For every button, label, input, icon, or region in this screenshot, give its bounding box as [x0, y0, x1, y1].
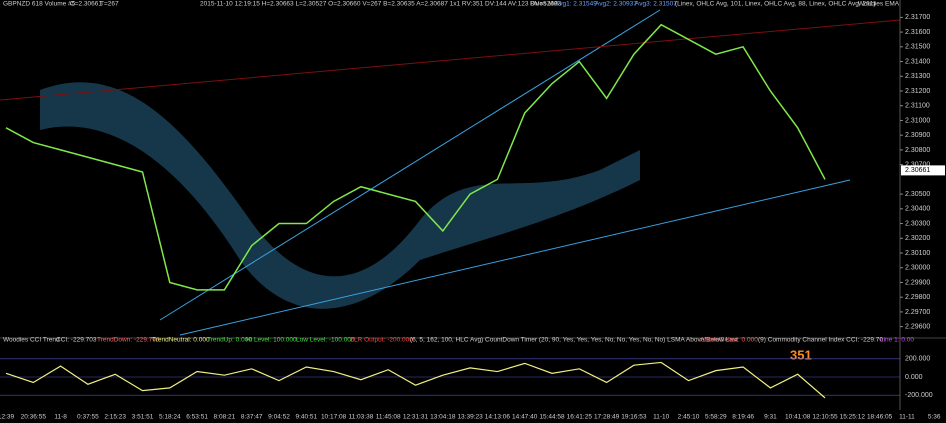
- y-tick-label: 2.30200: [905, 235, 930, 242]
- y-tick-label: 2.29800: [905, 294, 930, 301]
- y-tick-label: 2.31400: [905, 58, 930, 65]
- countdown: 351: [790, 347, 812, 362]
- hi-level: Hi Level: 100.000: [246, 337, 297, 344]
- ma-line: [0, 19, 901, 101]
- close: C=2.30661: [70, 1, 102, 8]
- x-tick-label: 15:25:12: [840, 414, 866, 421]
- avg: Avg2: 2.30937: [595, 1, 637, 8]
- y-tick-label: 2.31200: [905, 88, 930, 95]
- y-tick-label: 2.31600: [905, 29, 930, 36]
- ma-band: [40, 82, 640, 309]
- x-tick-label: 11:45:08: [376, 414, 401, 421]
- y-tick-label: 2.29900: [905, 279, 930, 286]
- low-level: Low Level: -100.000: [296, 337, 355, 344]
- x-tick-label: 2:15:23: [104, 414, 126, 421]
- x-tick-label: 13:04:18: [430, 414, 456, 421]
- cci-line: [5, 361, 826, 399]
- y-tick-label: 2.31100: [905, 103, 930, 110]
- y-tick-label: 2.31700: [905, 14, 930, 21]
- x-tick-label: 0:37:55: [77, 414, 99, 421]
- x-tick-label: 8:08:21: [214, 414, 236, 421]
- x-tick-label: 11:03:38: [348, 414, 373, 421]
- y-tick-label: 2.30800: [905, 147, 930, 154]
- y-tick-label: 2.31300: [905, 73, 930, 80]
- cci-name: Woodies CCI Trend: [3, 337, 60, 344]
- y-tick-label: 2.31500: [905, 44, 930, 51]
- y-tick-label: 0.000: [905, 374, 923, 381]
- x-tick-label: 11-10: [653, 414, 670, 421]
- x-tick-label: 19:16:53: [621, 414, 647, 421]
- x-tick-label: 9:04:52: [268, 414, 290, 421]
- y-tick-label: 2.30000: [905, 265, 930, 272]
- trend-down: TrendDown: -229.703: [97, 337, 160, 344]
- y-tick-label: 2.29700: [905, 309, 930, 316]
- x-tick-label: 2:45:10: [678, 414, 700, 421]
- ma-params: (Linex, OHLC Avg, 101, Linex, OHLC Avg, …: [675, 1, 876, 8]
- x-tick-label: 5:18:24: [159, 414, 181, 421]
- trend-up: TrendUp: 0.000: [207, 337, 252, 344]
- above-below: Above/Below: 0.000: [700, 337, 758, 344]
- line1: Line 1: 0.00: [880, 337, 914, 344]
- last-price-label: 2.30661: [905, 167, 930, 174]
- y-tick-label: -200.000: [905, 392, 933, 399]
- x-tick-label: 10:17:08: [321, 414, 347, 421]
- y-tick-label: 2.30300: [905, 220, 930, 227]
- last-price-box: [901, 165, 945, 176]
- y-tick-label: 200.000: [905, 356, 930, 363]
- x-tick-label: 14:13:06: [485, 414, 511, 421]
- trend-line: [179, 179, 851, 336]
- ticks: T=267: [100, 1, 119, 8]
- ema: Woodies EMA: [858, 1, 900, 8]
- zlr-output: ZLR Output: -200.000: [350, 337, 413, 344]
- x-tick-label: 9:40:51: [295, 414, 317, 421]
- x-tick-label: 12:39: [0, 414, 15, 421]
- cci-params: (6, 5, 162, 100, HLC Avg) CountDown Time…: [410, 337, 738, 344]
- x-tick-label: 14:47:40: [512, 414, 538, 421]
- y-tick-label: 2.30100: [905, 250, 930, 257]
- x-tick-label: 18:46:05: [867, 414, 893, 421]
- x-tick-label: 11-8: [54, 414, 67, 421]
- avg: Avg1: 2.31549: [555, 1, 597, 8]
- y-tick-label: 2.31000: [905, 117, 930, 124]
- x-tick-label: 8:37:47: [241, 414, 263, 421]
- x-tick-label: 10:41:08: [785, 414, 811, 421]
- x-tick-label: 8:19:46: [732, 414, 754, 421]
- y-tick-label: 2.30900: [905, 132, 930, 139]
- trend-line: [159, 9, 661, 321]
- symbol: GBPNZD 618 Volume #5: [3, 1, 76, 8]
- cci-value: CCI: -229.703: [56, 337, 97, 344]
- x-tick-label: 5:36: [928, 414, 941, 421]
- x-tick-label: 16:41:25: [567, 414, 593, 421]
- y-tick-label: 2.30500: [905, 191, 930, 198]
- x-tick-label: 11-11: [899, 414, 915, 421]
- avg: Avg3: 2.31507: [635, 1, 677, 8]
- ma-name: Blues MA: [530, 1, 558, 8]
- x-tick-label: 15:44:58: [539, 414, 565, 421]
- x-tick-label: 5:58:29: [705, 414, 727, 421]
- x-tick-label: 3:51:51: [132, 414, 154, 421]
- x-tick-label: 17:28:49: [594, 414, 620, 421]
- y-tick-label: 2.30400: [905, 206, 930, 213]
- price-line: [5, 23, 826, 291]
- x-tick-label: 13:39:23: [457, 414, 483, 421]
- x-tick-label: 9:31: [764, 414, 777, 421]
- x-tick-label: 12:10:55: [812, 414, 838, 421]
- trend-neutral: TrendNeutral: 0.000: [152, 337, 210, 344]
- info: 2015-11-10 12:19:15 H=2.30663 L=2.30527 …: [200, 1, 562, 8]
- y-tick-label: 2.29600: [905, 323, 930, 330]
- x-tick-label: 6:53:51: [186, 414, 208, 421]
- y-tick-label: 2.30700: [905, 161, 930, 168]
- cci-index: (9) Commodity Channel Index CCI: -229.70: [758, 337, 883, 344]
- x-tick-label: 12:31:31: [403, 414, 429, 421]
- x-tick-label: 20:36:55: [21, 414, 47, 421]
